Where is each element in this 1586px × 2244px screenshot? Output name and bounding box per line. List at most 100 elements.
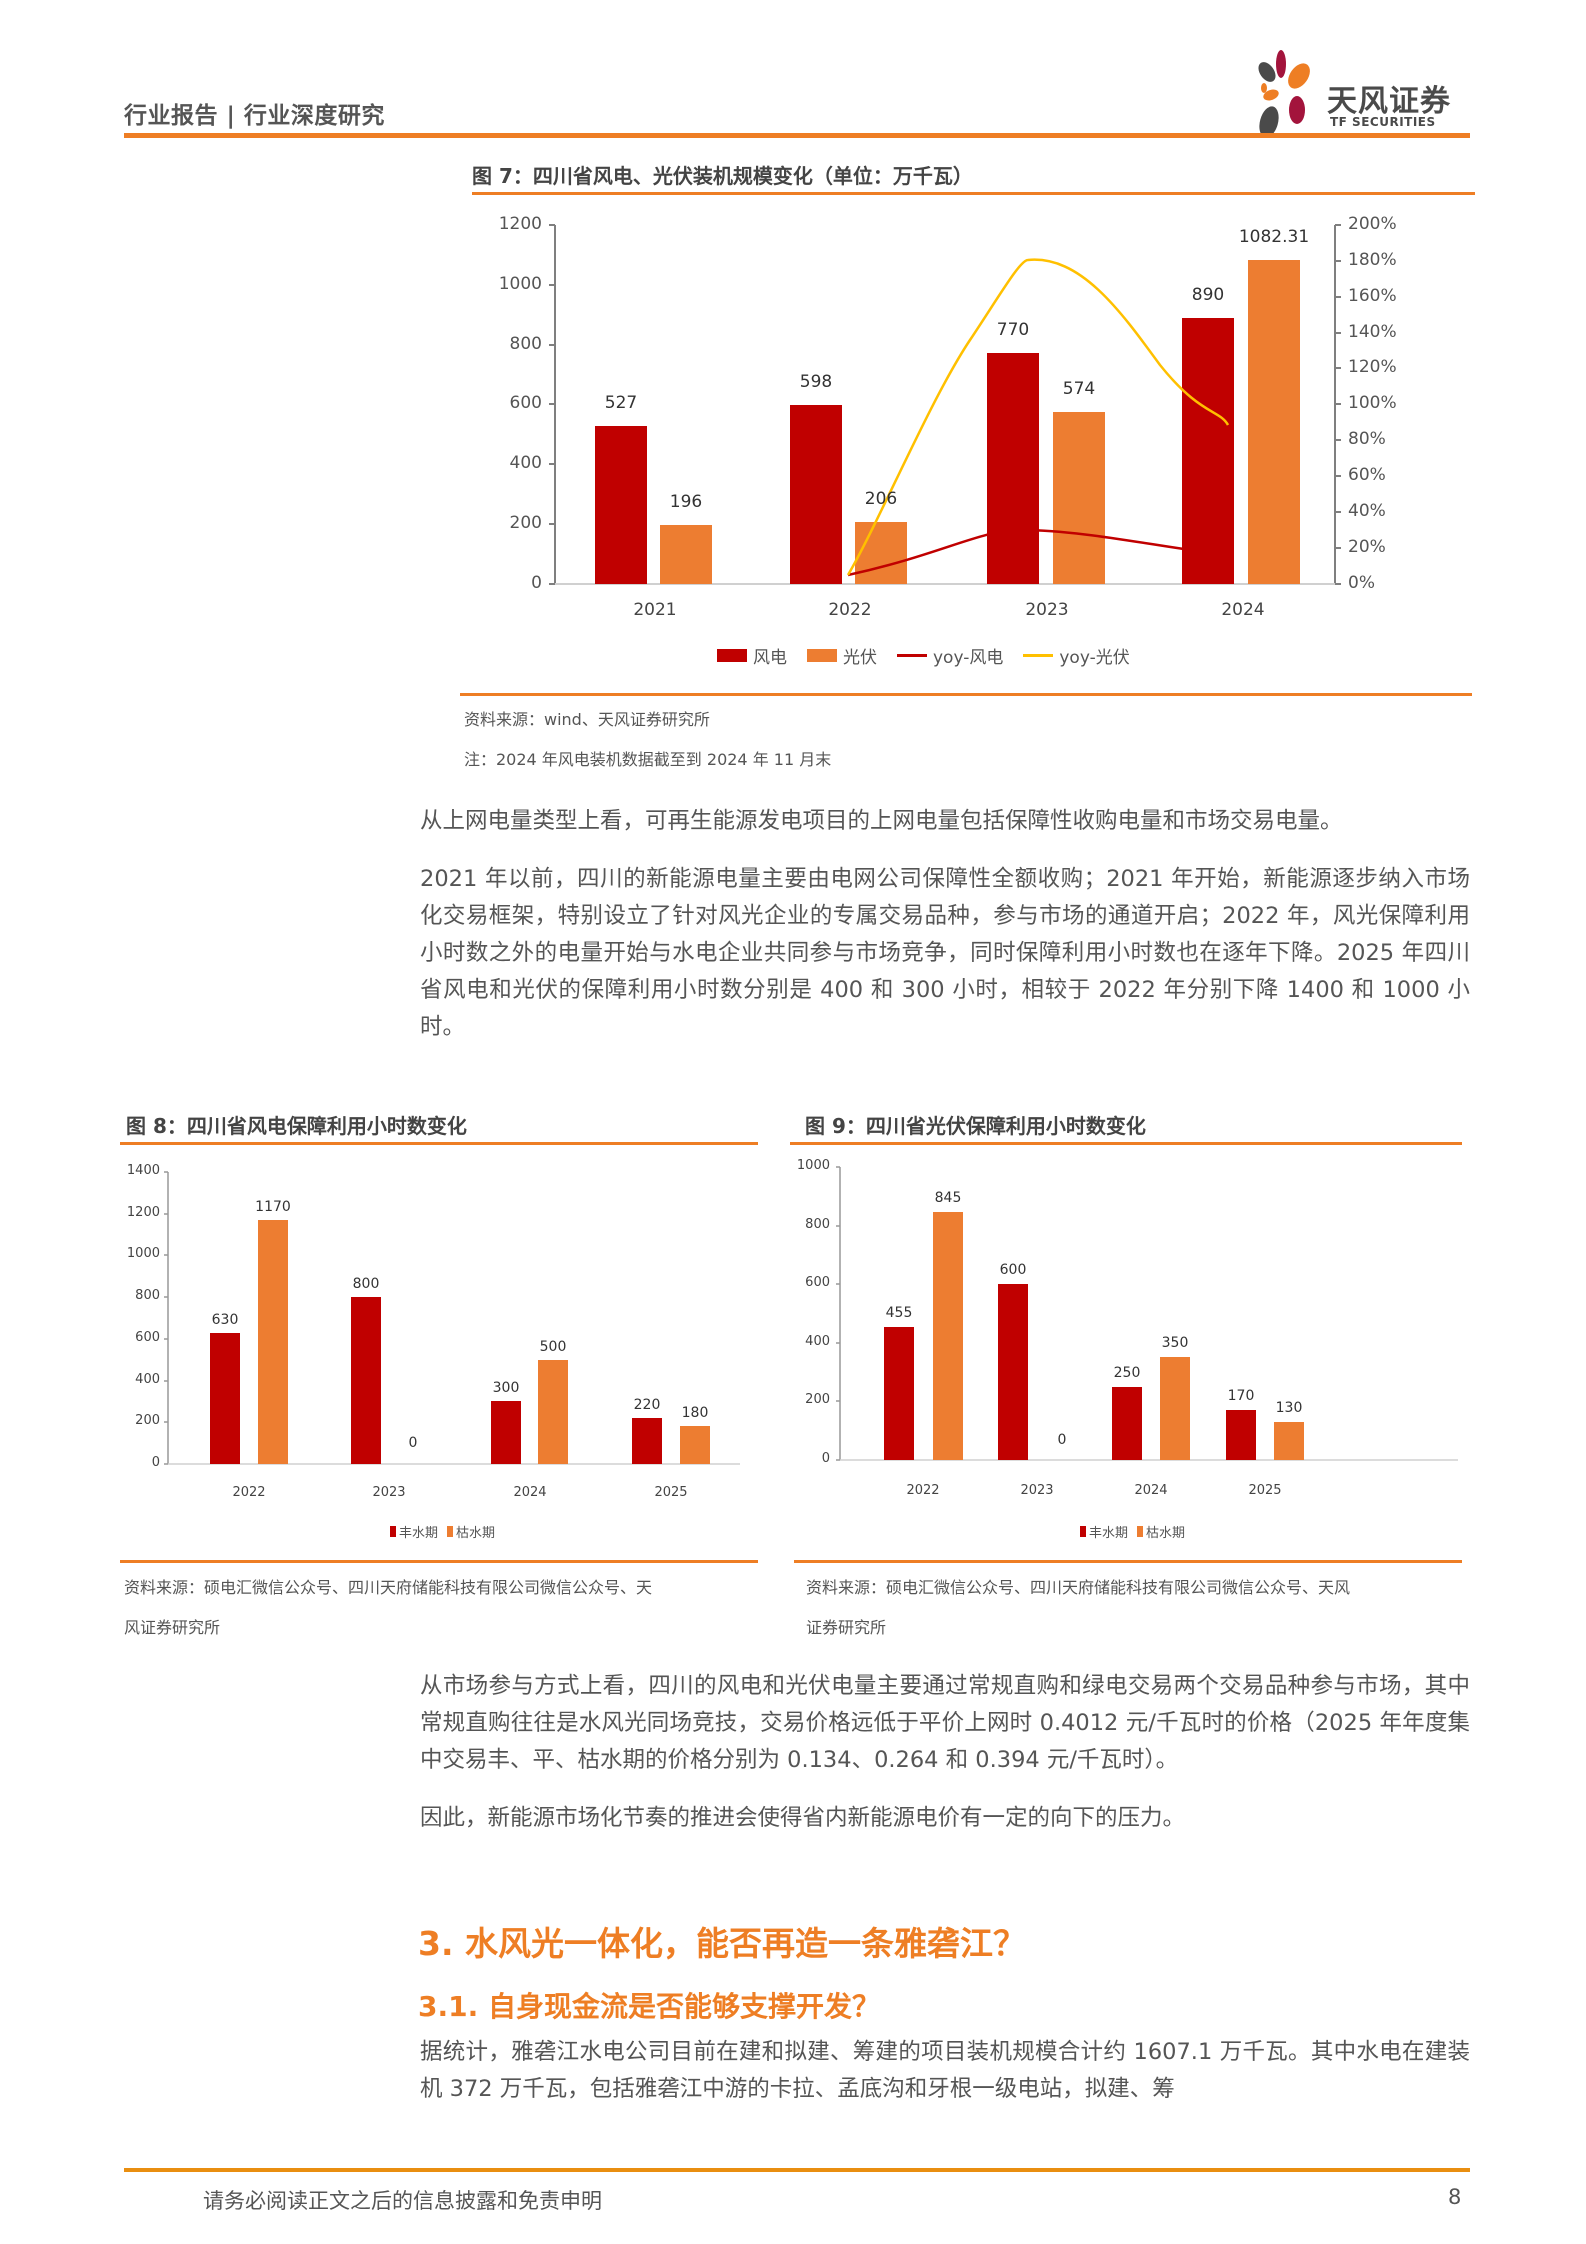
y2-tick: 180% bbox=[1348, 250, 1397, 270]
data-label: 180 bbox=[681, 1405, 709, 1421]
y-tick: 800 bbox=[805, 1217, 830, 1232]
section-heading-3: 3. 水风光一体化，能否再造一条雅砻江？ bbox=[418, 1924, 1026, 1963]
bar-solar-2023 bbox=[1053, 412, 1105, 584]
figure7-note: 注：2024 年风电装机数据截至到 2024 年 11 月末 bbox=[464, 750, 832, 769]
x-category: 2025 bbox=[654, 1485, 688, 1500]
y-tick: 600 bbox=[509, 393, 542, 413]
figure8-chart: 1400 1200 1000 800 600 400 200 0 630 800… bbox=[120, 1150, 760, 1550]
bar-wind-2022 bbox=[790, 405, 842, 584]
bar-wind-2024 bbox=[1182, 318, 1234, 584]
bar-solar-2022 bbox=[855, 522, 907, 584]
bar-wind-2021 bbox=[595, 426, 647, 584]
x-category: 2022 bbox=[906, 1483, 940, 1498]
data-label: 0 bbox=[1057, 1432, 1067, 1448]
data-label: 800 bbox=[352, 1276, 380, 1292]
y-tick: 1400 bbox=[126, 1163, 160, 1178]
y2-tick: 60% bbox=[1348, 465, 1386, 485]
bar-dry-2025 bbox=[680, 1426, 710, 1464]
data-label: 574 bbox=[1062, 379, 1096, 399]
paragraph: 2021 年以前，四川的新能源电量主要由电网公司保障性全额收购；2021 年开始… bbox=[420, 866, 1470, 1040]
footer-disclaimer: 请务必阅读正文之后的信息披露和免责申明 bbox=[203, 2189, 602, 2213]
logo-text-cn: 天风证券 bbox=[1327, 84, 1451, 119]
y2-tick: 200% bbox=[1348, 214, 1397, 234]
data-label: 1170 bbox=[255, 1199, 291, 1215]
bar-wet-2024 bbox=[1112, 1387, 1142, 1460]
bar-wet-2025 bbox=[1226, 1410, 1256, 1460]
figure8-plot bbox=[164, 1171, 740, 1465]
y2-tick: 100% bbox=[1348, 393, 1397, 413]
legend-swatch-wet bbox=[390, 1526, 396, 1537]
x-category: 2024 bbox=[1221, 600, 1265, 620]
y-tick: 0 bbox=[531, 573, 542, 593]
figure8-source-line2: 风证券研究所 bbox=[124, 1618, 221, 1637]
footer-divider bbox=[124, 2168, 1470, 2172]
paragraph: 从上网电量类型上看，可再生能源发电项目的上网电量包括保障性收购电量和市场交易电量… bbox=[420, 808, 1343, 834]
body-section-2: 从市场参与方式上看，四川的风电和光伏电量主要通过常规直购和绿电交易两个交易品种参… bbox=[420, 1668, 1470, 1858]
header-divider bbox=[124, 133, 1470, 138]
legend-label: 枯水期 bbox=[456, 1526, 496, 1541]
figure9-plot bbox=[836, 1166, 1458, 1461]
bar-dry-2024 bbox=[538, 1360, 568, 1464]
data-label: 770 bbox=[996, 320, 1030, 340]
figure7-bottom-rule bbox=[460, 693, 1472, 696]
x-category: 2023 bbox=[372, 1485, 406, 1500]
y2-tick: 160% bbox=[1348, 286, 1397, 306]
figure9-title-rule bbox=[790, 1142, 1462, 1145]
bar-dry-2025 bbox=[1274, 1422, 1304, 1460]
data-label: 130 bbox=[1275, 1400, 1303, 1416]
y-tick: 1200 bbox=[126, 1205, 160, 1220]
legend-swatch-solar bbox=[807, 649, 837, 662]
y-tick: 600 bbox=[805, 1275, 830, 1290]
figure7-title-rule bbox=[472, 192, 1475, 195]
y-tick: 200 bbox=[805, 1392, 830, 1407]
x-category: 2022 bbox=[828, 600, 872, 620]
bar-wet-2022 bbox=[210, 1333, 240, 1464]
bar-wet-2024 bbox=[491, 1401, 521, 1464]
y-tick: 800 bbox=[509, 334, 542, 354]
figure9-bottom-rule bbox=[794, 1560, 1462, 1563]
y2-tick: 80% bbox=[1348, 429, 1386, 449]
figure7-title: 图 7：四川省风电、光伏装机规模变化（单位：万千瓦） bbox=[472, 164, 973, 188]
y-tick: 0 bbox=[821, 1451, 830, 1466]
figure8-source-line1: 资料来源：硕电汇微信公众号、四川天府储能科技有限公司微信公众号、天 bbox=[124, 1578, 653, 1597]
y-tick: 400 bbox=[509, 453, 542, 473]
bar-dry-2024 bbox=[1160, 1357, 1190, 1460]
y2-tick: 120% bbox=[1348, 357, 1397, 377]
x-category: 2022 bbox=[232, 1485, 266, 1500]
data-label: 845 bbox=[934, 1190, 962, 1206]
line-yoy-solar bbox=[846, 258, 1230, 576]
y-tick: 400 bbox=[135, 1372, 160, 1387]
bar-wet-2023 bbox=[351, 1297, 381, 1464]
paragraph: 据统计，雅砻江水电公司目前在建和拟建、筹建的项目装机规模合计约 1607.1 万… bbox=[420, 2039, 1470, 2102]
paragraph: 因此，新能源市场化节奏的推进会使得省内新能源电价有一定的向下的压力。 bbox=[420, 1805, 1186, 1831]
legend-swatch-wind bbox=[717, 649, 747, 662]
x-category: 2023 bbox=[1020, 1483, 1054, 1498]
data-label: 600 bbox=[999, 1262, 1027, 1278]
legend-line-yoy-solar bbox=[1023, 654, 1054, 657]
data-label: 0 bbox=[408, 1435, 418, 1451]
x-category: 2024 bbox=[1134, 1483, 1168, 1498]
legend-label: 丰水期 bbox=[1089, 1526, 1129, 1541]
bar-wet-2022 bbox=[884, 1327, 914, 1460]
figure7-plot bbox=[549, 224, 1341, 585]
legend-swatch-dry bbox=[447, 1526, 454, 1537]
line-yoy-wind bbox=[847, 528, 1229, 577]
y-tick: 0 bbox=[151, 1455, 160, 1470]
y-tick: 800 bbox=[135, 1288, 160, 1303]
page-number: 8 bbox=[1448, 2185, 1462, 2209]
legend-label: 光伏 bbox=[843, 648, 877, 668]
figure9-source-line2: 证券研究所 bbox=[806, 1618, 887, 1637]
bar-wet-2025 bbox=[632, 1418, 662, 1464]
y-tick: 1000 bbox=[796, 1158, 830, 1173]
body-section-1: 从上网电量类型上看，可再生能源发电项目的上网电量包括保障性收购电量和市场交易电量… bbox=[420, 803, 1470, 1067]
y-tick: 1000 bbox=[498, 274, 542, 294]
bar-dry-2022 bbox=[933, 1212, 963, 1460]
x-category: 2023 bbox=[1025, 600, 1069, 620]
data-label: 500 bbox=[539, 1339, 567, 1355]
figure8-bottom-rule bbox=[120, 1560, 758, 1563]
tf-logo-icon bbox=[1258, 50, 1310, 138]
data-label: 598 bbox=[799, 372, 833, 392]
data-label: 206 bbox=[864, 489, 898, 509]
y-tick: 1000 bbox=[126, 1246, 160, 1261]
data-label: 890 bbox=[1191, 285, 1225, 305]
